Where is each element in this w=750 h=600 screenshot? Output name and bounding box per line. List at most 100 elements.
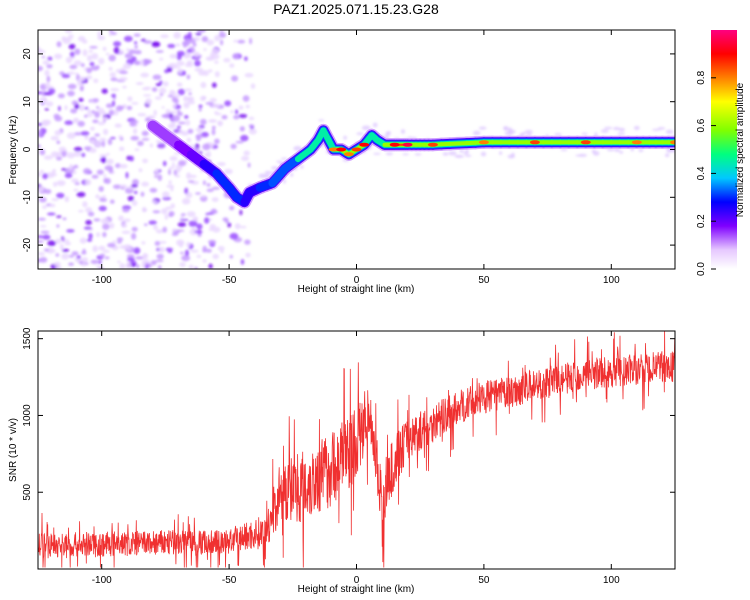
noise-speck (69, 163, 73, 171)
band-speck (638, 148, 644, 153)
noise-speck (233, 115, 240, 120)
noise-speck (98, 260, 102, 264)
noise-speck (186, 211, 196, 218)
band-speck (402, 153, 409, 156)
noise-speck (125, 262, 132, 269)
noise-speck (133, 41, 138, 45)
noise-speck (214, 60, 219, 64)
noise-speck (155, 139, 163, 144)
noise-speck (133, 128, 138, 135)
noise-speck (131, 102, 139, 105)
noise-speck (202, 245, 207, 253)
noise-speck (178, 160, 187, 167)
noise-speck (126, 48, 130, 52)
noise-speck (55, 265, 62, 269)
noise-speck (196, 254, 202, 258)
colorbar-tick-label: 0.0 (696, 262, 707, 276)
noise-speck (134, 50, 142, 55)
noise-speck (244, 239, 251, 245)
noise-speck (86, 67, 92, 74)
noise-speck (50, 136, 60, 141)
noise-speck (115, 105, 124, 112)
noise-speck (38, 97, 48, 104)
colorbar-tick-label: 0.8 (696, 70, 707, 84)
noise-speck (130, 135, 139, 141)
noise-speck (144, 223, 148, 226)
noise-speck (182, 70, 186, 76)
noise-speck (243, 150, 250, 156)
band-speck (521, 132, 526, 136)
noise-speck (220, 250, 224, 254)
x-tick-label: -100 (92, 275, 112, 286)
noise-speck (176, 239, 185, 246)
noise-speck (129, 121, 137, 127)
noise-speck (110, 199, 115, 204)
band-speck (554, 133, 562, 136)
noise-speck (155, 168, 159, 173)
band-speck (258, 173, 267, 179)
band-speck (499, 151, 503, 156)
noise-speck (206, 183, 211, 187)
noise-speck (109, 222, 115, 229)
noise-speck (141, 138, 150, 141)
ridge-peak (580, 140, 591, 145)
noise-speck (99, 253, 106, 258)
y-tick-label: 10 (22, 96, 33, 108)
band-speck (507, 154, 515, 159)
noise-speck (137, 113, 147, 117)
noise-speck (61, 150, 67, 158)
noise-speck (193, 51, 200, 57)
noise-speck (44, 69, 50, 77)
noise-speck (151, 41, 161, 48)
band-speck (280, 157, 288, 160)
noise-speck (214, 111, 219, 115)
noise-speck (38, 185, 44, 193)
band-speck (504, 131, 514, 136)
noise-speck (101, 140, 106, 148)
noise-speck (133, 33, 141, 37)
noise-speck (102, 116, 108, 120)
noise-speck (61, 168, 67, 171)
noise-speck (79, 237, 87, 244)
noise-speck (38, 48, 44, 53)
noise-speck (148, 220, 157, 225)
noise-speck (89, 139, 96, 144)
noise-speck (176, 53, 182, 61)
noise-speck (118, 215, 124, 222)
noise-speck (62, 248, 70, 253)
noise-speck (149, 187, 158, 193)
noise-speck (98, 186, 104, 192)
noise-speck (56, 180, 66, 187)
colorbar-tick-label: 0.4 (696, 166, 707, 180)
noise-speck (247, 162, 251, 168)
noise-speck (179, 218, 189, 222)
noise-speck (169, 54, 178, 59)
noise-speck (47, 56, 53, 61)
noise-speck (110, 88, 119, 92)
noise-speck (173, 32, 181, 39)
noise-speck (214, 71, 220, 78)
band-speck (504, 127, 508, 131)
noise-speck (56, 41, 62, 48)
noise-speck (96, 265, 100, 268)
band-speck (606, 148, 615, 152)
noise-speck (159, 87, 167, 94)
noise-speck (38, 65, 44, 72)
noise-speck (223, 58, 231, 63)
noise-speck (93, 218, 101, 222)
noise-speck (154, 241, 161, 246)
noise-speck (233, 39, 238, 43)
noise-speck (62, 37, 71, 44)
noise-speck (38, 91, 43, 95)
noise-speck (77, 120, 85, 127)
noise-speck (42, 234, 51, 240)
noise-speck (198, 104, 203, 109)
noise-speck (138, 168, 143, 173)
noise-speck (161, 114, 170, 118)
noise-speck (181, 255, 191, 262)
noise-speck (142, 158, 149, 164)
noise-speck (176, 168, 181, 174)
noise-speck (85, 207, 93, 213)
noise-speck (43, 119, 51, 126)
